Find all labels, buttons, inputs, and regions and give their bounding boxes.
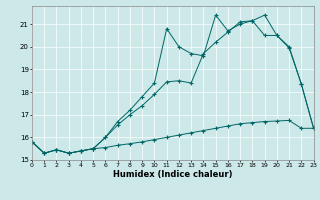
X-axis label: Humidex (Indice chaleur): Humidex (Indice chaleur) — [113, 170, 233, 179]
